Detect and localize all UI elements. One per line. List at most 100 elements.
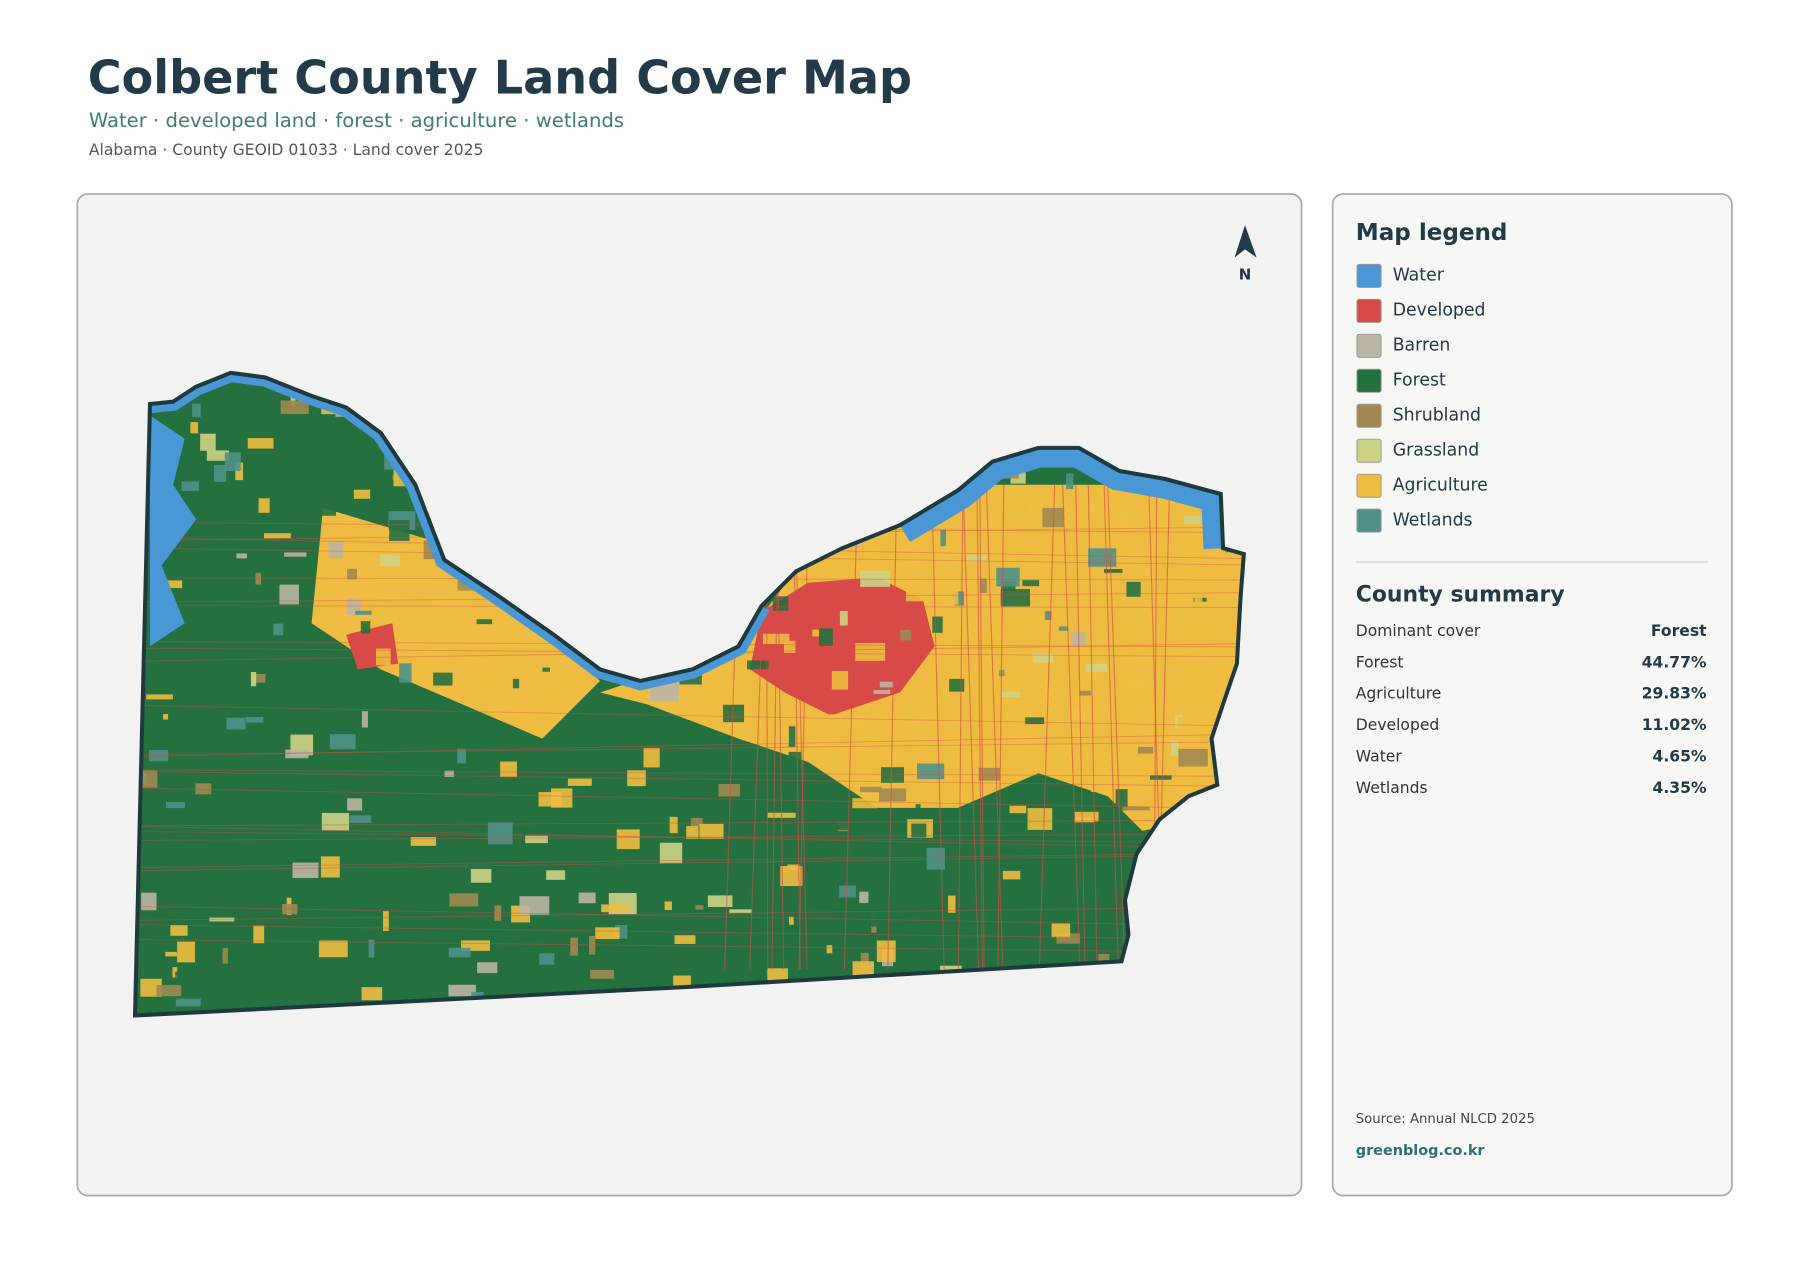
land-patch — [156, 580, 183, 589]
land-patch — [616, 829, 640, 850]
road — [135, 852, 1244, 869]
summary-label: Water — [1356, 747, 1403, 765]
land-patch — [156, 985, 182, 997]
land-patch — [250, 671, 257, 687]
land-patch — [210, 551, 218, 572]
north-arrow — [1234, 225, 1257, 258]
land-patch — [915, 804, 921, 811]
road — [135, 825, 1244, 850]
land-patch — [1137, 746, 1154, 754]
land-patch — [494, 905, 502, 921]
land-patch — [899, 918, 917, 922]
title: Colbert County Land Cover Map — [88, 51, 912, 105]
legend: Water Developed Barren Forest Shrubland Grass… — [1356, 263, 1488, 533]
road — [1075, 484, 1086, 970]
road — [1103, 484, 1119, 970]
land-patch — [750, 968, 779, 978]
land-patch — [983, 521, 991, 530]
land-patch — [1079, 690, 1091, 696]
road — [135, 905, 1244, 927]
land-patch — [1044, 488, 1058, 499]
land-patch — [818, 628, 833, 646]
land-patch — [1025, 717, 1045, 725]
land-patch — [550, 788, 573, 808]
land-patch — [1020, 548, 1048, 567]
legend-title: Map legend — [1356, 220, 1508, 246]
legend-swatch — [1356, 438, 1382, 463]
land-patch — [262, 933, 272, 950]
road — [887, 484, 898, 970]
land-patch — [948, 895, 956, 913]
land-patch — [697, 868, 708, 875]
legend-swatch — [1356, 263, 1382, 288]
north-label: N — [1239, 265, 1252, 283]
land-patch — [247, 438, 274, 449]
summary-label: Developed — [1356, 716, 1440, 734]
land-patch — [831, 670, 849, 690]
land-patch — [175, 971, 189, 978]
land-patch — [461, 940, 490, 951]
land-patch — [1001, 691, 1021, 698]
road — [843, 484, 859, 970]
land-patch — [674, 935, 696, 944]
land-patch — [311, 710, 319, 718]
land-patch — [859, 891, 869, 903]
land-patch — [253, 925, 265, 944]
road — [135, 819, 1244, 827]
summary-label: Dominant cover — [1356, 622, 1481, 640]
summary-value: 4.35% — [1653, 779, 1707, 797]
land-patch — [433, 672, 453, 686]
land-patch — [1021, 890, 1046, 905]
land-patch — [361, 711, 368, 728]
land-patch — [172, 967, 178, 978]
land-patch — [209, 917, 235, 922]
land-patch — [643, 747, 660, 768]
land-patch — [699, 823, 724, 839]
land-patch — [1044, 602, 1063, 611]
land-patch — [166, 802, 186, 809]
land-patch — [389, 882, 406, 886]
land-patch — [347, 568, 357, 580]
land-patch — [378, 890, 386, 897]
land-patch — [280, 400, 309, 415]
road — [135, 906, 1244, 921]
land-patch — [627, 770, 646, 787]
land-patch — [448, 984, 476, 997]
land-patch — [659, 842, 683, 864]
road — [1107, 484, 1126, 970]
road — [135, 769, 1244, 777]
land-patch — [328, 541, 344, 558]
source: Source: Annual NLCD 2025 — [1356, 1112, 1535, 1127]
land-patch — [818, 714, 843, 725]
land-patch — [996, 567, 1020, 587]
land-patch — [873, 689, 891, 695]
road — [962, 484, 980, 970]
road — [1062, 484, 1081, 970]
legend-label: Shrubland — [1393, 405, 1481, 425]
road — [931, 484, 945, 970]
land-patch — [444, 770, 454, 777]
land-patch — [365, 802, 379, 819]
land-patch — [852, 961, 874, 979]
land-patch — [876, 940, 896, 963]
land-patch — [1051, 923, 1071, 938]
land-patch — [868, 912, 885, 927]
land-patch — [578, 892, 596, 904]
land-patch — [410, 837, 437, 846]
land-patch — [860, 953, 869, 968]
land-patch — [1010, 713, 1037, 718]
land-patch — [235, 462, 244, 481]
land-patch — [292, 862, 319, 878]
legend-swatch — [1356, 298, 1382, 323]
road — [135, 924, 1244, 941]
land-patch — [440, 641, 466, 654]
land-patch — [990, 892, 997, 897]
land-patch — [487, 822, 513, 845]
land-patch — [906, 586, 930, 602]
land-patch — [546, 870, 566, 880]
land-patch — [1085, 663, 1107, 672]
land-patch — [949, 678, 965, 692]
land-patch — [318, 940, 348, 958]
